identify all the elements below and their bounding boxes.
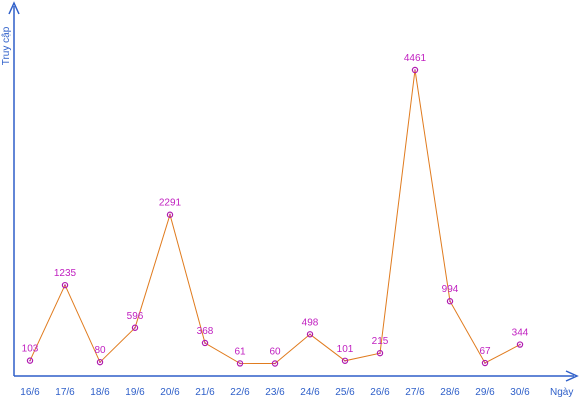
data-point [341,357,349,364]
data-point-center [239,362,241,365]
data-point [26,357,34,364]
data-point-center [344,359,346,362]
data-point [166,211,174,218]
data-point-center [449,300,451,303]
data-point-center [274,362,276,365]
data-point [96,358,104,366]
x-tick-label: 18/6 [90,387,110,398]
data-label: 67 [479,346,491,357]
x-tick-label: 24/6 [300,387,320,398]
data-label: 344 [512,328,529,339]
data-label: 368 [197,326,214,337]
x-tick-label: 21/6 [195,387,215,398]
data-point-center [99,361,101,363]
x-tick-label: 23/6 [265,387,285,398]
data-point [236,360,244,367]
data-point [131,324,139,331]
data-label: 101 [337,344,354,355]
data-label: 60 [269,346,281,357]
data-point [411,66,419,74]
data-point-center [519,343,521,346]
data-point [376,349,384,357]
y-axis-arrow [8,1,20,15]
data-point-center [29,359,31,362]
x-axis-title: Ngày [550,387,573,398]
data-label: 596 [127,311,144,322]
data-point-center [64,284,66,286]
data-label: 215 [372,336,389,347]
data-point [61,281,69,289]
y-axis: Truy cập [1,1,20,376]
x-tick-label: 28/6 [440,387,460,398]
x-axis-arrow [565,370,579,382]
x-tick-label: 26/6 [370,387,390,398]
data-label: 4461 [404,53,427,64]
data-label: 994 [442,284,459,295]
x-tick-label: 29/6 [475,387,495,398]
x-tick-label: 22/6 [230,387,250,398]
data-point-center [134,326,136,329]
series-line [29,69,521,365]
data-point-center [414,69,416,71]
x-axis: Ngày [14,370,579,398]
data-point-center [484,362,486,364]
y-axis-title: Truy cập [1,26,12,65]
data-point [201,339,209,347]
x-tick-label: 25/6 [335,387,355,398]
x-tick-label: 19/6 [125,387,145,398]
x-tick-label: 17/6 [55,387,75,398]
data-point-center [309,333,311,336]
data-point [516,341,524,348]
data-point [446,298,454,305]
x-tick-label: 30/6 [510,387,530,398]
data-label: 103 [22,344,39,355]
data-point [306,331,314,338]
data-label: 80 [94,345,106,356]
x-tick-labels: 16/6 17/6 18/6 19/6 20/6 21/6 22/6 23/6 24/6 25/6… [20,387,530,398]
data-point-center [169,213,171,216]
x-tick-label: 20/6 [160,387,180,398]
data-label: 2291 [159,198,182,209]
x-tick-label: 27/6 [405,387,425,398]
data-label: 61 [234,346,246,357]
data-label: 498 [302,317,319,328]
data-point [271,360,279,367]
data-point [481,359,489,367]
series-layer: 103 1235 80 596 2291 368 61 60 498 101 215 4461 994 6… [22,53,529,367]
data-point-center [379,352,381,354]
data-label: 1235 [54,268,77,279]
data-point-center [204,342,206,344]
x-tick-label: 16/6 [20,387,40,398]
